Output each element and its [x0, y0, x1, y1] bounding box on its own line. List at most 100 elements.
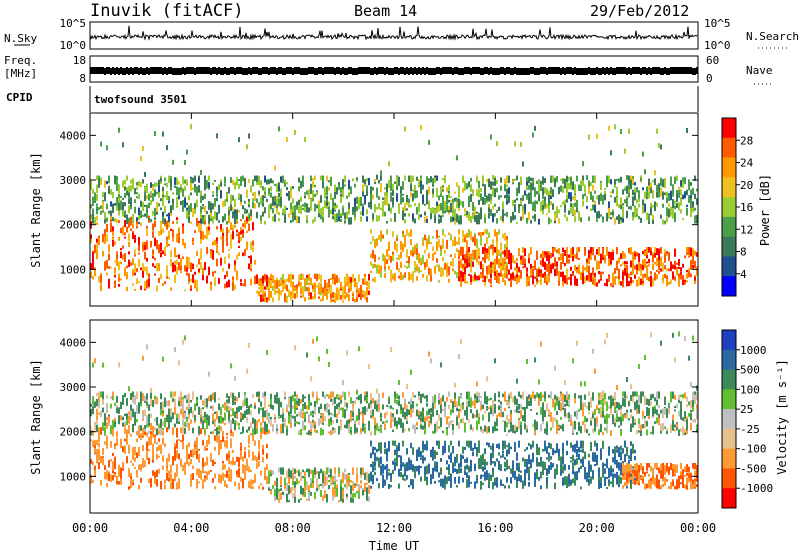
range-gate-cell	[106, 203, 108, 210]
range-gate-cell	[186, 179, 188, 184]
range-gate-cell	[504, 270, 506, 279]
range-gate-cell	[266, 349, 268, 355]
range-gate-cell	[412, 189, 414, 192]
range-gate-cell	[510, 252, 512, 263]
range-gate-cell	[514, 215, 516, 220]
range-gate-cell	[428, 267, 430, 275]
range-gate-cell	[296, 215, 298, 224]
freq-trace-segment	[246, 68, 248, 75]
range-gate-cell	[196, 396, 198, 402]
range-gate-cell	[114, 280, 116, 288]
range-gate-cell	[376, 238, 378, 247]
range-gate-cell	[226, 393, 228, 398]
range-gate-cell	[178, 397, 180, 404]
range-gate-cell	[660, 247, 662, 254]
range-gate-cell	[322, 422, 324, 425]
range-gate-cell	[246, 400, 248, 409]
range-gate-cell	[408, 409, 410, 415]
range-gate-cell	[112, 461, 114, 469]
range-gate-cell	[188, 404, 190, 410]
range-gate-cell	[586, 275, 588, 281]
range-gate-cell	[278, 416, 280, 419]
range-gate-cell	[152, 263, 154, 267]
range-gate-cell	[476, 175, 478, 183]
range-gate-cell	[144, 251, 146, 260]
range-gate-cell	[658, 184, 660, 187]
range-gate-cell	[294, 205, 296, 209]
range-gate-cell	[482, 279, 484, 283]
range-gate-cell	[158, 203, 160, 207]
range-gate-cell	[492, 244, 494, 254]
range-gate-cell	[126, 429, 128, 438]
range-gate-cell	[634, 191, 636, 201]
range-gate-cell	[326, 467, 328, 475]
range-gate-cell	[442, 478, 444, 488]
range-gate-cell	[276, 494, 278, 500]
range-gate-cell	[370, 431, 372, 436]
range-gate-cell	[306, 220, 308, 223]
range-gate-cell	[352, 409, 354, 418]
range-gate-cell	[130, 411, 132, 419]
range-gate-cell	[392, 275, 394, 280]
range-gate-cell	[208, 201, 210, 210]
range-gate-cell	[362, 492, 364, 496]
range-gate-cell	[212, 478, 214, 483]
range-gate-cell	[274, 496, 276, 501]
range-gate-cell	[116, 251, 118, 254]
range-gate-cell	[226, 436, 228, 440]
range-gate-cell	[124, 186, 126, 191]
range-gate-cell	[368, 290, 370, 295]
range-gate-cell	[526, 185, 528, 190]
range-gate-cell	[188, 205, 190, 214]
range-gate-cell	[242, 413, 244, 420]
freq-trace-segment	[200, 67, 202, 74]
range-gate-cell	[500, 215, 502, 221]
range-gate-cell	[304, 396, 306, 399]
range-gate-cell	[274, 205, 276, 208]
range-gate-cell	[186, 399, 188, 404]
range-gate-cell	[440, 186, 442, 196]
range-gate-cell	[658, 260, 660, 269]
range-gate-cell	[408, 485, 410, 488]
range-gate-cell	[240, 414, 242, 419]
range-gate-cell	[484, 229, 486, 234]
range-gate-cell	[192, 449, 194, 453]
range-gate-cell	[282, 287, 284, 292]
freq-trace-segment	[454, 67, 456, 74]
freq-trace-segment	[528, 68, 530, 75]
range-gate-cell	[198, 468, 200, 473]
range-gate-cell	[460, 260, 462, 265]
range-gate-cell	[404, 126, 406, 132]
range-gate-cell	[694, 260, 696, 269]
range-gate-cell	[690, 247, 692, 257]
range-gate-cell	[194, 271, 196, 275]
range-gate-cell	[122, 397, 124, 405]
range-gate-cell	[656, 248, 658, 256]
range-gate-cell	[190, 183, 192, 191]
range-gate-cell	[292, 486, 294, 491]
range-gate-cell	[238, 137, 240, 143]
range-gate-cell	[368, 473, 370, 483]
range-gate-cell	[352, 493, 354, 502]
range-gate-cell	[344, 220, 346, 223]
range-gate-cell	[90, 426, 92, 429]
range-gate-cell	[690, 198, 692, 209]
range-gate-cell	[648, 191, 650, 199]
freq-trace-segment	[510, 68, 512, 75]
range-gate-cell	[212, 271, 214, 277]
range-gate-cell	[276, 290, 278, 294]
range-gate-cell	[436, 440, 438, 446]
range-gate-cell	[210, 395, 212, 398]
range-gate-cell	[192, 177, 194, 184]
range-gate-cell	[446, 270, 448, 277]
range-gate-cell	[466, 183, 468, 190]
freq-trace-segment	[216, 68, 218, 75]
range-gate-cell	[464, 208, 466, 213]
range-gate-cell	[314, 401, 316, 407]
range-gate-cell	[132, 424, 134, 433]
range-gate-cell	[202, 457, 204, 467]
range-gate-cell	[428, 252, 430, 259]
range-gate-cell	[170, 407, 172, 413]
range-gate-cell	[176, 196, 178, 204]
range-gate-cell	[674, 176, 676, 185]
